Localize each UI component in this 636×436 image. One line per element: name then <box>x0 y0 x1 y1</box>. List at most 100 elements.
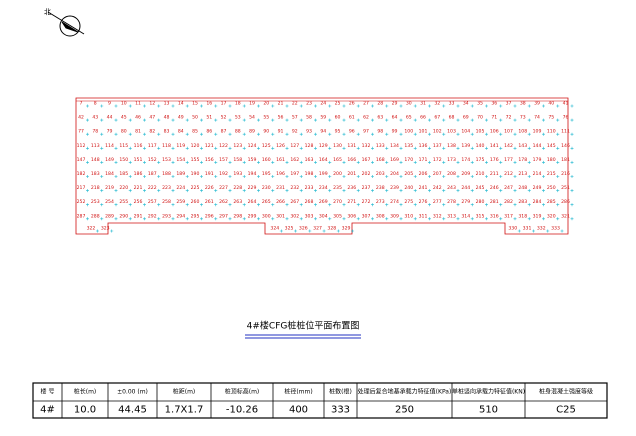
pile-marker <box>485 189 488 193</box>
pile-marker <box>356 189 360 193</box>
pile-marker <box>214 104 218 108</box>
pile-marker <box>513 146 517 150</box>
pile-marker <box>100 104 104 108</box>
pile-marker <box>185 160 189 164</box>
pile-number: 174 <box>461 157 470 163</box>
pile-number: 97 <box>363 129 369 135</box>
pile-marker <box>242 104 246 108</box>
pile-number: 181 <box>561 157 570 163</box>
pile-number: 136 <box>419 143 428 149</box>
pile-marker <box>214 118 218 122</box>
pile-marker <box>542 217 545 221</box>
pile-number: 175 <box>476 157 485 163</box>
pile-number: 186 <box>134 171 143 177</box>
pile-marker <box>328 104 332 108</box>
pile-number: 307 <box>362 213 371 219</box>
pile-marker <box>114 189 118 193</box>
pile-number: 297 <box>219 213 228 219</box>
pile-number: 84 <box>178 129 184 135</box>
pile-marker <box>200 203 203 207</box>
pile-number: 144 <box>533 143 542 149</box>
pile-number: 95 <box>335 129 341 135</box>
pile-number: 324 <box>270 226 279 232</box>
pile-number: 230 <box>262 185 271 191</box>
pile-number: 193 <box>233 171 242 177</box>
pile-number: 106 <box>490 129 499 135</box>
pile-number: 268 <box>305 199 314 205</box>
pile-marker <box>513 203 517 207</box>
pile-marker <box>299 132 303 136</box>
pile-number: 61 <box>349 115 355 121</box>
pile-marker <box>499 160 503 164</box>
pile-marker <box>542 160 545 164</box>
pile-number: 212 <box>504 171 513 177</box>
pile-marker <box>257 160 260 164</box>
pile-number: 314 <box>461 213 470 219</box>
pile-number: 27 <box>363 101 369 107</box>
pile-number: 38 <box>520 101 526 107</box>
pile-marker <box>242 160 246 164</box>
pile-number: 46 <box>135 115 141 121</box>
pile-marker <box>257 175 260 178</box>
pile-number: 37 <box>506 101 512 107</box>
pile-marker <box>385 217 389 221</box>
pile-marker <box>314 175 317 178</box>
pile-marker <box>527 146 531 150</box>
pile-number: 34 <box>463 101 469 107</box>
pile-marker <box>100 118 104 122</box>
pile-number: 70 <box>477 115 483 121</box>
pile-number: 57 <box>292 115 298 121</box>
pile-marker <box>328 203 332 207</box>
pile-number: 279 <box>461 199 470 205</box>
pile-marker <box>442 104 446 108</box>
pile-number: 163 <box>305 157 314 163</box>
pile-marker <box>114 146 118 150</box>
pile-number: 249 <box>533 185 542 191</box>
pile-marker <box>442 203 446 207</box>
pile-number: 256 <box>134 199 143 205</box>
table-cell: 510 <box>479 405 498 416</box>
pile-marker <box>271 217 275 221</box>
pile-marker <box>556 146 560 150</box>
pile-marker <box>185 104 189 108</box>
pile-marker <box>499 146 503 150</box>
pile-marker <box>556 175 560 178</box>
pile-number: 232 <box>290 185 299 191</box>
pile-number: 320 <box>547 213 556 219</box>
pile-marker <box>143 118 146 122</box>
pile-number: 109 <box>533 129 542 135</box>
pile-number: 176 <box>490 157 499 163</box>
pile-number: 270 <box>333 199 342 205</box>
pile-marker <box>385 203 389 207</box>
pile-number: 28 <box>377 101 383 107</box>
pile-number: 315 <box>476 213 485 219</box>
pile-marker <box>228 189 232 193</box>
pile-number: 294 <box>176 213 185 219</box>
pile-marker <box>200 104 203 108</box>
pile-marker <box>456 160 460 164</box>
pile-marker <box>413 203 417 207</box>
pile-number: 76 <box>563 115 569 121</box>
pile-marker <box>413 132 417 136</box>
pile-number: 188 <box>162 171 171 177</box>
pile-marker <box>356 203 360 207</box>
pile-number: 99 <box>392 129 398 135</box>
pile-marker <box>385 175 389 178</box>
pile-number: 151 <box>134 157 143 163</box>
table-header: 桩数(根) <box>329 388 352 396</box>
pile-number: 240 <box>404 185 413 191</box>
pile-marker <box>271 146 275 150</box>
pile-number: 328 <box>327 226 336 232</box>
pile-marker <box>157 217 161 221</box>
pile-marker <box>86 118 89 122</box>
pile-marker <box>342 217 346 221</box>
pile-number: 286 <box>561 199 570 205</box>
pile-number: 287 <box>77 213 86 219</box>
pile-marker <box>285 175 289 178</box>
pile-number: 134 <box>390 143 399 149</box>
pile-number: 96 <box>349 129 355 135</box>
pile-marker <box>314 160 317 164</box>
pile-marker <box>214 175 218 178</box>
pile-marker <box>356 118 360 122</box>
